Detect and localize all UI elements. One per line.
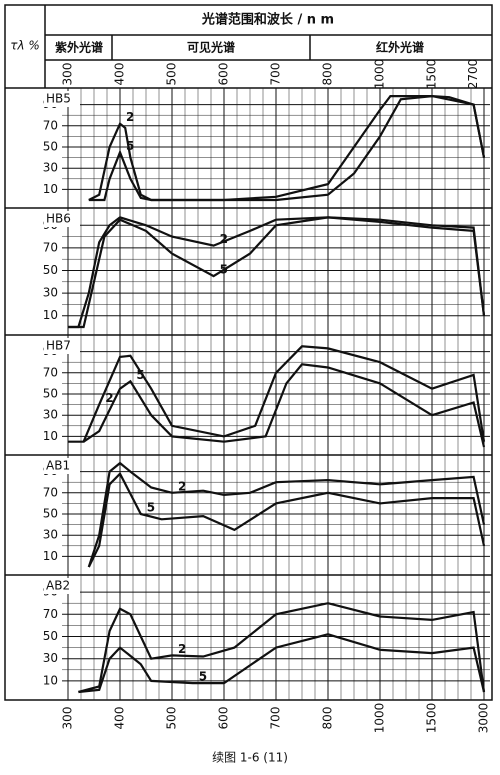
- y-tick-label: 10: [43, 673, 58, 687]
- region-label: 红外光谱: [376, 40, 424, 55]
- series-line: [78, 633, 486, 694]
- series-line: [78, 602, 486, 694]
- x-tick-label: 500: [165, 707, 179, 730]
- y-tick-label: 10: [43, 182, 58, 196]
- series-line: [87, 471, 486, 568]
- y-tick-label: 70: [43, 365, 58, 379]
- caption: 续图 1-6 (11): [212, 751, 288, 765]
- top-tick-label: 1000: [373, 59, 387, 90]
- x-tick-label: 700: [269, 707, 283, 730]
- panel-title: HB5: [46, 92, 71, 106]
- series-label: 5: [199, 670, 207, 684]
- y-tick-label: 70: [43, 485, 58, 499]
- y-tick-label: 10: [43, 549, 58, 563]
- header-title: 光谱范围和波长 / n m: [201, 12, 334, 28]
- frame: [4, 4, 493, 701]
- series-line: [87, 461, 486, 568]
- panel-label-bg: [44, 578, 80, 594]
- x-tick-label: 600: [217, 707, 231, 730]
- series-label: 2: [178, 642, 186, 656]
- region-label: 紫外光谱: [55, 40, 103, 55]
- series-label: 2: [126, 110, 134, 124]
- series-label: 2: [178, 479, 186, 493]
- series-label: 5: [147, 501, 155, 515]
- y-tick-label: 70: [43, 118, 58, 132]
- y-tick-label: 30: [43, 286, 58, 300]
- series-label: 5: [126, 139, 134, 153]
- y-tick-label: 70: [43, 607, 58, 621]
- series-label: 2: [220, 232, 228, 246]
- series-line: [68, 345, 486, 443]
- panel-label-bg: [44, 458, 80, 474]
- panel-title: AB2: [46, 579, 70, 593]
- x-tick-label: 3000: [477, 703, 491, 734]
- y-unit: τλ %: [10, 39, 40, 53]
- panel-title: AB1: [46, 459, 70, 473]
- panel-title: HB7: [46, 339, 71, 353]
- region-label: 可见光谱: [187, 40, 235, 55]
- series-line: [88, 94, 486, 202]
- panel-label-bg: [44, 338, 80, 354]
- panel-label-bg: [44, 91, 80, 107]
- y-tick-label: 30: [43, 161, 58, 175]
- top-tick-label: 400: [113, 63, 127, 86]
- series-line: [82, 363, 486, 448]
- x-tick-label: 1000: [373, 703, 387, 734]
- top-tick-label: 800: [321, 63, 335, 86]
- y-tick-label: 30: [43, 651, 58, 665]
- panel-label-bg: [44, 211, 80, 227]
- series-label: 5: [220, 263, 228, 277]
- y-tick-label: 50: [43, 140, 58, 154]
- top-tick-label: 1500: [425, 59, 439, 90]
- series-label: 5: [136, 368, 144, 382]
- y-tick-label: 30: [43, 528, 58, 542]
- x-tick-label: 1500: [425, 703, 439, 734]
- panel-title: HB6: [46, 212, 71, 226]
- x-tick-label: 400: [113, 707, 127, 730]
- top-tick-label: 300: [61, 63, 75, 86]
- top-tick-label: 700: [269, 63, 283, 86]
- y-tick-label: 30: [43, 408, 58, 422]
- series-line: [88, 95, 486, 202]
- series-line: [68, 216, 486, 329]
- top-tick-label: 600: [217, 63, 231, 86]
- y-tick-label: 50: [43, 507, 58, 521]
- y-tick-label: 10: [43, 429, 58, 443]
- top-tick-label: 2700: [466, 59, 480, 90]
- series-label: 2: [105, 391, 113, 405]
- series-line: [68, 216, 486, 329]
- y-tick-label: 70: [43, 240, 58, 254]
- y-tick-label: 50: [43, 263, 58, 277]
- y-tick-label: 10: [43, 308, 58, 322]
- x-tick-label: 300: [61, 707, 75, 730]
- y-tick-label: 50: [43, 387, 58, 401]
- y-tick-label: 50: [43, 629, 58, 643]
- x-tick-label: 800: [321, 707, 335, 730]
- top-tick-label: 500: [165, 63, 179, 86]
